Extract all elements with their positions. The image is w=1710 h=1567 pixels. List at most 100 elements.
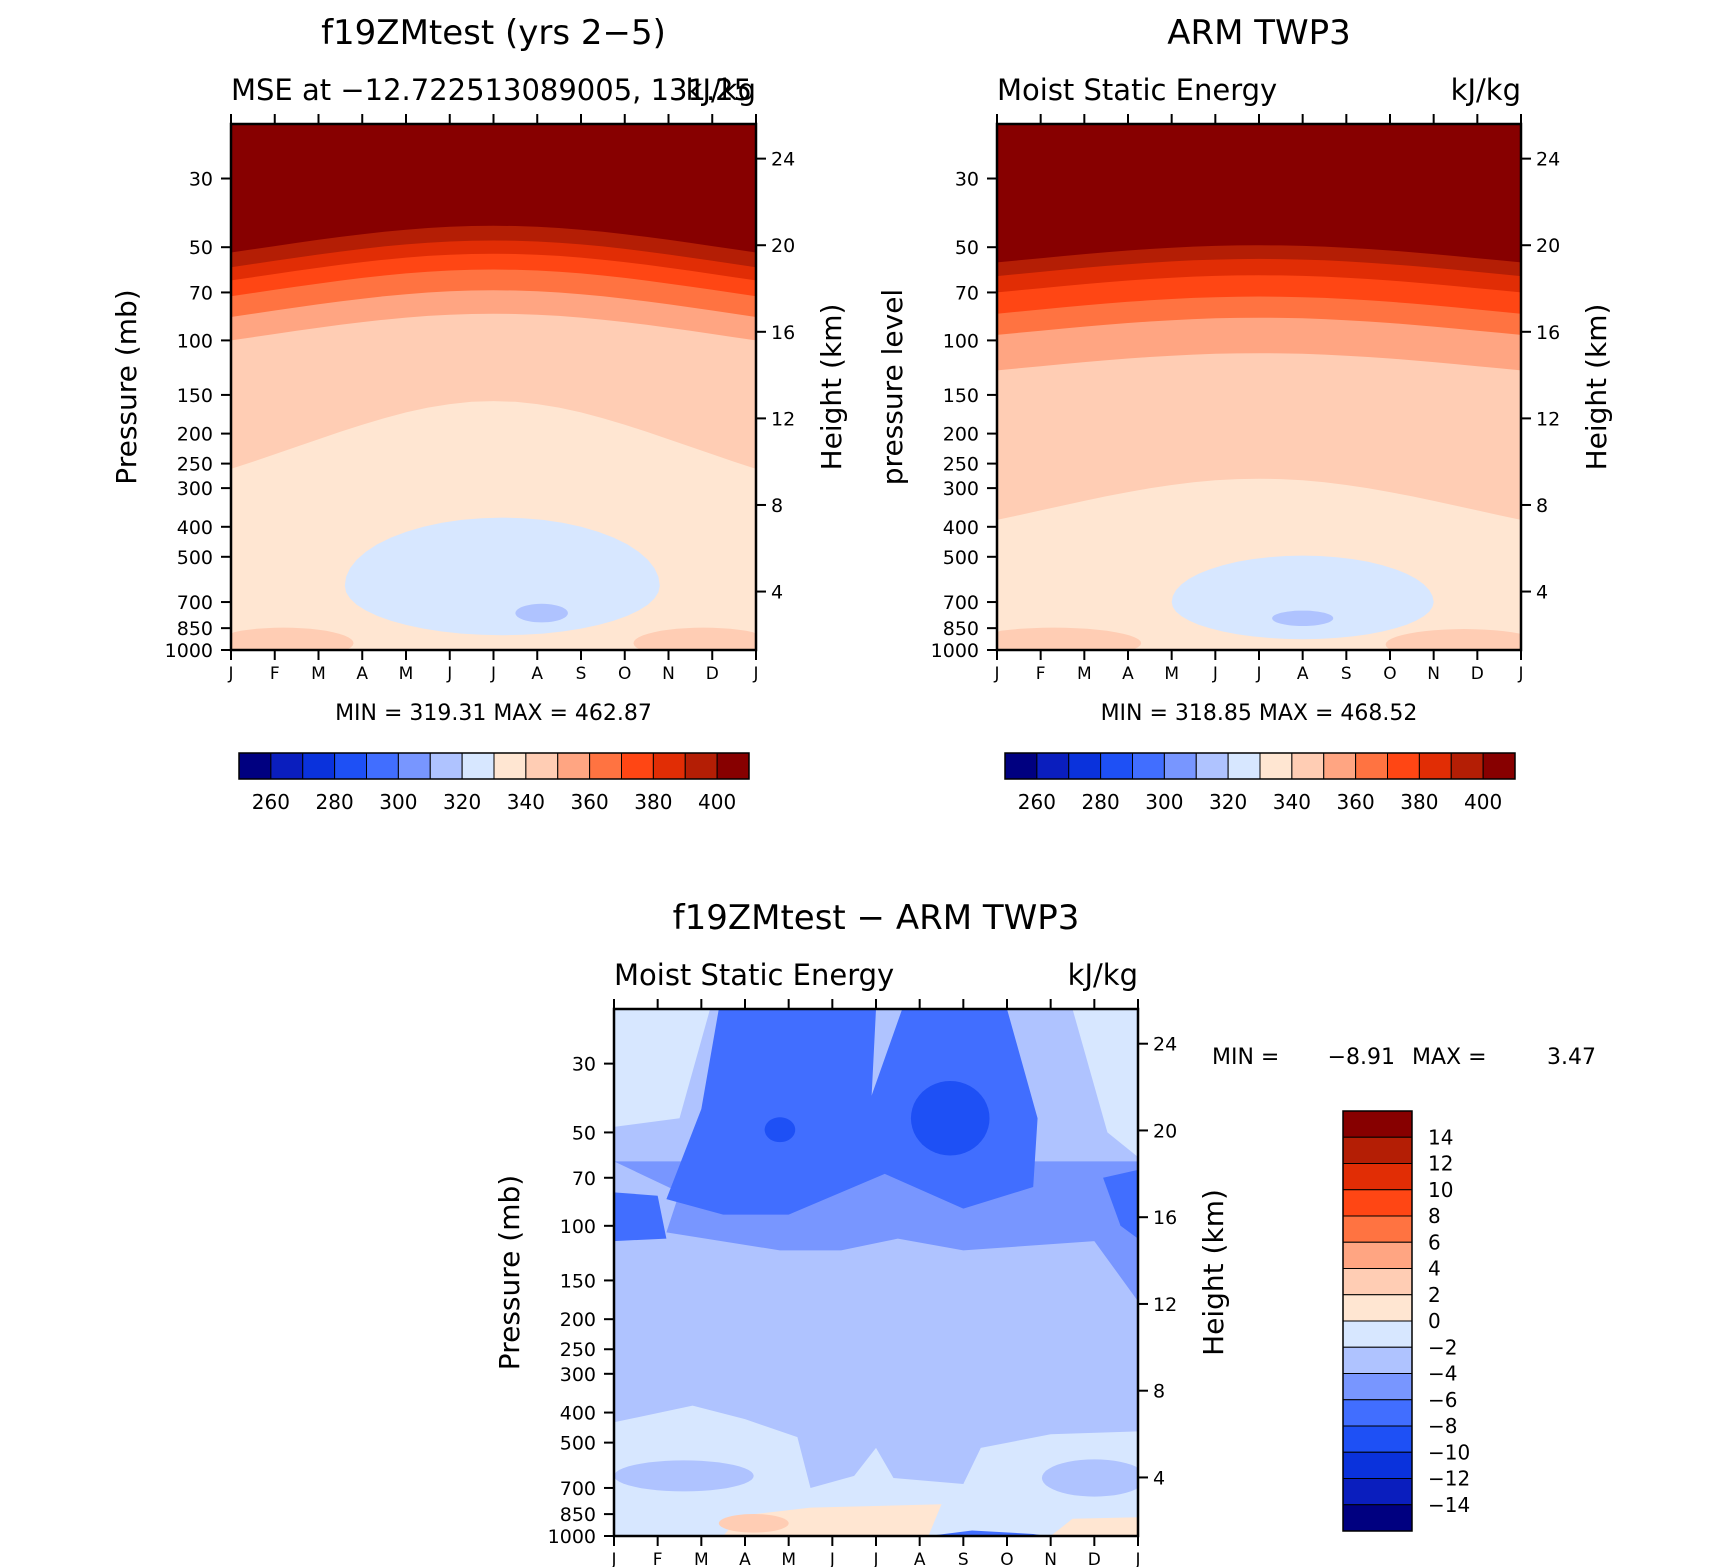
y2-tick-label: 16 <box>771 322 795 344</box>
colorbar-swatch <box>1342 1399 1413 1427</box>
colorbar-frame <box>1004 752 1516 780</box>
y-tick-label: 1000 <box>165 640 213 662</box>
y-tick-label: 250 <box>177 454 213 476</box>
colorbar-swatch <box>1342 1241 1413 1269</box>
x-tick-label: N <box>1427 664 1440 684</box>
y2-tick-label: 16 <box>1153 1207 1177 1229</box>
y-tick-label: 150 <box>560 1270 596 1292</box>
colorbar-swatch <box>1342 1215 1413 1243</box>
chart-title: f19ZMtest (yrs 2−5) <box>321 13 666 53</box>
colorbar-label: 280 <box>316 790 354 814</box>
x-tick-label: S <box>1341 664 1352 684</box>
colorbar-label: 340 <box>1273 790 1311 814</box>
contour-region-neg2 <box>614 1405 1138 1536</box>
y2-tick-label: 20 <box>1153 1120 1177 1142</box>
y-tick-label: 50 <box>189 237 213 259</box>
colorbar-swatch <box>1342 1346 1413 1374</box>
y-tick-label: 700 <box>943 592 979 614</box>
chart-panel-2: J F M A M J J A S O N D J305070100150200250300400500… <box>493 898 1596 1567</box>
contour-region-3 <box>1385 629 1521 650</box>
x-tick-label: O <box>1383 664 1396 684</box>
colorbar-swatch <box>1291 752 1325 780</box>
colorbar-swatch <box>1227 752 1261 780</box>
x-tick-label: J <box>490 664 496 684</box>
y-tick-label: 500 <box>177 547 213 569</box>
min-value: −8.91 <box>1328 1045 1395 1070</box>
colorbar-swatch <box>1342 1110 1413 1138</box>
contour-region-2 <box>997 627 1142 650</box>
y-tick-label: 200 <box>560 1309 596 1331</box>
y-tick-label: 50 <box>955 237 979 259</box>
contour-band-390 <box>997 124 1521 263</box>
y2-tick-label: 8 <box>1153 1381 1165 1403</box>
y-tick-label: 1000 <box>548 1526 596 1548</box>
colorbar-label: 260 <box>1018 790 1056 814</box>
y-tick-label: 250 <box>943 454 979 476</box>
colorbar-label: −8 <box>1428 1414 1457 1438</box>
colorbar-swatch <box>1450 752 1484 780</box>
y2-tick-label: 4 <box>771 582 783 604</box>
y2-tick-label: 8 <box>1536 495 1548 517</box>
contour-region-pos0-right <box>1050 1517 1138 1536</box>
colorbar-swatch <box>1195 752 1229 780</box>
colorbar-swatch <box>1342 1268 1413 1296</box>
y-tick-label: 500 <box>560 1433 596 1455</box>
y2-tick-label: 8 <box>771 495 783 517</box>
chart-subtitle: Moist Static Energy <box>614 958 894 992</box>
colorbar-swatch <box>1342 1294 1413 1322</box>
y-tick-label: 500 <box>943 547 979 569</box>
colorbar-swatch <box>461 752 495 780</box>
colorbar-label: 12 <box>1428 1152 1453 1176</box>
colorbar-swatch <box>1342 1451 1413 1479</box>
y2-tick-label: 20 <box>1536 235 1560 257</box>
y-tick-label: 400 <box>943 517 979 539</box>
x-tick-label: J <box>829 1550 835 1567</box>
y-axis-label: pressure level <box>876 289 909 485</box>
min-max-text: MIN = 319.31 MAX = 462.87 <box>335 701 652 726</box>
y-tick-label: 850 <box>560 1504 596 1526</box>
x-tick-label: J <box>1134 1550 1140 1567</box>
x-tick-label: M <box>694 1550 709 1567</box>
colorbar-label: 6 <box>1428 1230 1441 1254</box>
x-tick-label: D <box>1471 664 1484 684</box>
y-axis-label: Pressure (mb) <box>110 289 143 484</box>
x-tick-label: A <box>356 664 368 684</box>
y-tick-label: 200 <box>177 424 213 446</box>
colorbar-frame <box>1342 1110 1413 1532</box>
x-tick-label: N <box>662 664 675 684</box>
colorbar-swatch <box>1342 1189 1413 1217</box>
colorbar-swatch <box>525 752 559 780</box>
x-tick-label: A <box>1297 664 1309 684</box>
y-tick-label: 100 <box>560 1216 596 1238</box>
contour-region-neg10-may <box>764 1117 796 1143</box>
colorbar-swatch <box>270 752 304 780</box>
colorbar-swatch <box>589 752 622 780</box>
colorbar-label: 340 <box>507 790 545 814</box>
contour-region-neg8 <box>666 1009 1038 1215</box>
contour-region-1 <box>515 603 568 623</box>
colorbar-swatch <box>1355 752 1388 780</box>
colorbar-swatch <box>557 752 591 780</box>
colorbar-label: −14 <box>1428 1493 1470 1517</box>
chart-subtitle: Moist Static Energy <box>997 73 1277 107</box>
y2-tick-label: 4 <box>1153 1467 1165 1489</box>
colorbar-label: 4 <box>1428 1257 1441 1281</box>
y-tick-label: 30 <box>572 1054 596 1076</box>
contour-region-surface-neg <box>928 1530 1047 1536</box>
chart-subtitle: MSE at −12.722513089005, 131.25 <box>231 73 752 107</box>
x-tick-label: M <box>311 664 326 684</box>
colorbar-swatch <box>493 752 527 780</box>
y-tick-label: 70 <box>189 282 213 304</box>
x-tick-label: J <box>993 664 999 684</box>
x-tick-label: D <box>706 664 719 684</box>
y-tick-label: 700 <box>177 592 213 614</box>
x-tick-label: M <box>1077 664 1092 684</box>
x-tick-label: J <box>446 664 452 684</box>
contour-region-neg8-left <box>614 1192 667 1242</box>
x-tick-label: A <box>914 1550 926 1567</box>
y-tick-label: 70 <box>572 1168 596 1190</box>
contour-region-top-right <box>1072 1009 1138 1157</box>
colorbar-label: 0 <box>1428 1309 1441 1333</box>
colorbar-label: 300 <box>379 790 417 814</box>
